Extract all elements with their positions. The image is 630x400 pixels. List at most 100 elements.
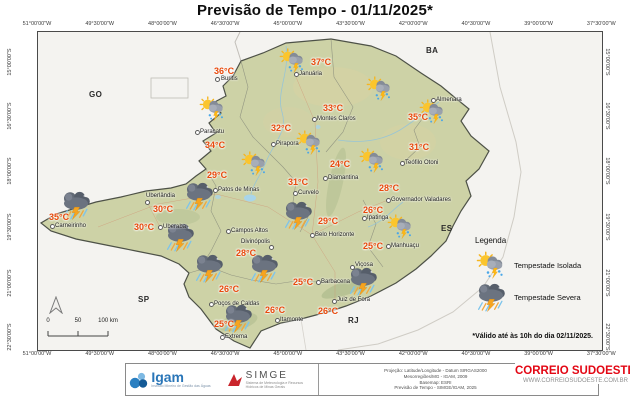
state-label-sp: SP [138,295,150,304]
page-title: Previsão de Tempo - 01/11/2025* [196,2,434,19]
city-dot [309,232,315,238]
axis-label-top: 42°00'00"W [398,21,428,27]
weather-icon-tempestade-severa [475,281,507,313]
legend-item: Tempestade Isolada [475,249,601,281]
city-temp: 26°C [265,305,286,315]
axis-label-bottom: 49°30'00"W [85,351,115,357]
axis-label-right: 19°30'00"S [604,213,610,241]
axis-label-top: 43°30'00"W [336,21,365,27]
city-label: Curvelo [298,190,319,196]
weather-icon-tempestade-isolada [199,95,226,122]
minas-gerais-terrain [38,32,602,350]
city-temp: 29°C [207,170,228,180]
city-label: Almenara [436,97,462,103]
axis-label-right: 21°00'00"S [604,269,610,297]
city-label: Carneirinho [55,223,87,229]
axis-label-left: 16°30'00"S [7,102,13,130]
city-dot [315,279,321,285]
city-temp: 31°C [288,177,309,187]
simge-triangle-icon [227,373,242,386]
weather-icon-tempestade-isolada [359,147,386,174]
city-label: Pirapora [276,141,299,147]
city-temp: 26°C [318,306,339,316]
city-dot [194,129,200,135]
credit-line: Projeção: Latitude/Longitude - Datum SIR… [384,368,487,374]
city-dot [331,298,337,304]
city-dot [225,228,231,234]
legend-item-label: Tempestade Severa [514,292,581,302]
city-label: Governador Valadares [391,197,451,203]
city-label: Poços de Caldas [214,301,260,307]
weather-icon-tempestade-isolada [296,129,323,156]
weather-icon-tempestade-severa [282,199,314,231]
footer-projection-credits: Projeção: Latitude/Longitude - Datum SIR… [319,364,598,395]
scale-tick-label: 100 km [98,318,118,324]
simge-name: SIMGE [245,369,288,381]
map-legend: Legenda Tempestade Isolada Tempestade Sev… [475,236,601,313]
axis-label-left: 21°00'00"S [7,269,13,297]
scale-tick-label: 0 [46,318,50,324]
city-dot [157,224,163,230]
city-label: Paracatu [200,129,225,135]
city-label: Diamantina [328,175,359,181]
watermark-title: CORREIO SUDOESTE [515,365,630,377]
city-label: Januária [299,71,323,77]
axis-label-top: 51°00'00"W [22,21,52,27]
city-dot [349,264,355,270]
axis-label-top: 40°30'00"W [461,21,491,27]
city-label: Divinópolis [241,239,271,245]
footer-logos: Igam Instituto Mineiro de Gestão das Águ… [126,364,319,395]
city-label: Campos Altos [231,228,269,234]
axis-label-left: 18°00'00"S [7,157,13,185]
city-label: Montes Claros [317,116,356,122]
city-temp: 28°C [236,248,257,258]
weather-icon-tempestade-isolada [476,250,506,280]
city-temp: 33°C [323,103,344,113]
city-label: Juiz de Fora [337,297,371,303]
map-frame: GO BA ES SP RJ Buritis 36°C Januária 37°C Montes … [37,31,603,351]
city-temp: 31°C [409,142,430,152]
axis-label-right: 18°00'00"S [604,157,610,185]
state-label-go: GO [89,90,103,99]
correio-sudoeste-watermark: CORREIO SUDOESTE WWW.CORREIOSUDOESTE.COM… [515,363,630,384]
legend-icon-holder [475,249,507,281]
north-arrow-icon [48,295,64,319]
state-label-es: ES [441,224,453,233]
axis-label-top: 48°00'00"W [148,21,177,27]
city-temp: 35°C [49,212,70,222]
city-temp: 25°C [214,319,235,329]
city-temp: 34°C [205,140,226,150]
city-dot [212,187,218,193]
city-dot [385,243,391,249]
axis-label-bottom: 40°30'00"W [461,351,491,357]
weather-icon-tempestade-severa [222,302,254,334]
legend-title: Legenda [475,236,507,245]
simge-subtitle: Sistema de Meteorologia e Recursos Hídri… [245,380,304,389]
city-dot [292,190,298,196]
city-label: Extrema [225,334,248,340]
axis-label-right: 22°30'00"S [604,323,610,351]
igam-subtitle: Instituto Mineiro de Gestão das Águas [151,384,211,388]
weather-icon-tempestade-isolada [366,75,393,102]
city-temp: 25°C [363,241,384,251]
city-temp: 37°C [311,57,332,67]
city-temp: 26°C [219,284,240,294]
city-label: Ipatinga [367,215,389,221]
axis-label-bottom: 46°30'00"W [210,351,240,357]
city-dot [399,160,405,166]
city-temp: 26°C [363,205,384,215]
city-label: Uberaba [163,224,187,230]
city-label: Buritis [221,76,238,82]
city-dot [49,223,55,229]
city-temp: 29°C [318,216,339,226]
city-dot [208,301,214,307]
minas-gerais-polygon [39,38,490,349]
axis-label-left: 15°00'00"S [7,48,13,76]
city-dot [219,334,225,340]
city-dot [274,317,280,323]
state-label-rj: RJ [348,316,360,325]
axis-label-bottom: 43°30'00"W [336,351,365,357]
city-label: Viçosa [355,262,373,268]
map-annotations: GO BA ES SP RJ Buritis 36°C Januária 37°C Montes … [38,32,602,350]
city-label: Belo Horizonte [315,232,355,238]
